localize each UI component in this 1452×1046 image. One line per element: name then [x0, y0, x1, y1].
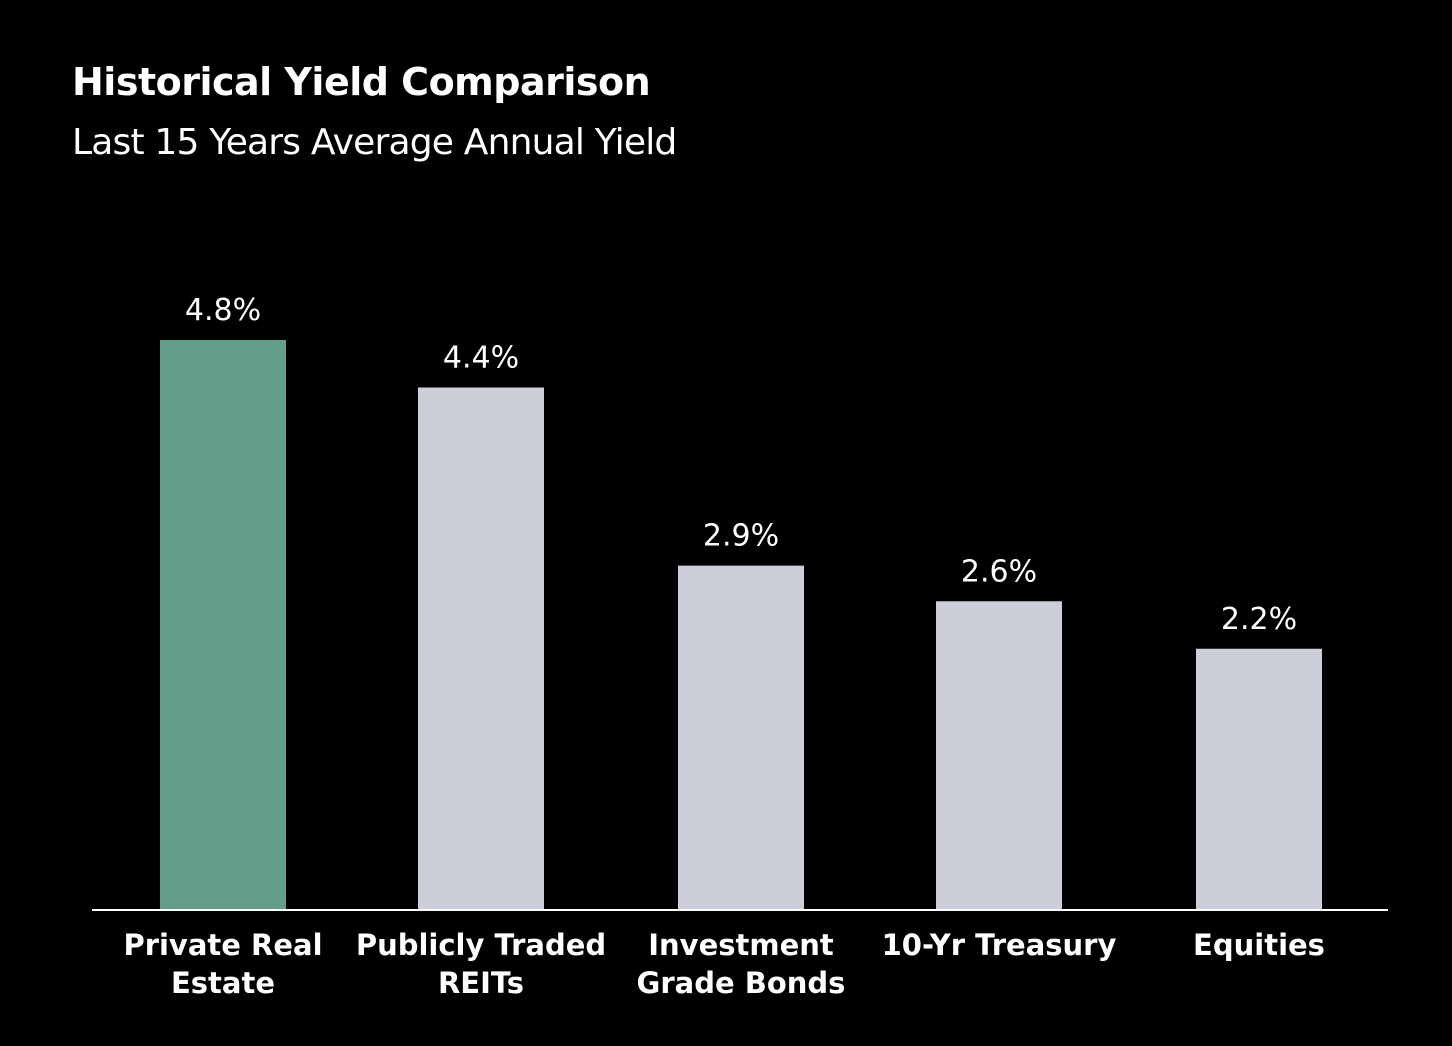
category-label-1-line-1: REITs: [438, 966, 524, 1000]
bar-4: [1196, 649, 1322, 910]
value-label-2: 2.9%: [703, 519, 779, 554]
bar-chart: 4.8%4.4%2.9%2.6%2.2% Private RealEstateP…: [0, 0, 1452, 1046]
bar-0: [160, 340, 286, 910]
value-label-0: 4.8%: [185, 293, 261, 328]
bars-group: [160, 340, 1322, 910]
bar-3: [936, 601, 1062, 910]
bar-1: [418, 388, 544, 911]
category-label-4-line-0: Equities: [1193, 928, 1325, 962]
category-label-2-line-0: Investment: [648, 928, 834, 962]
category-labels-group: Private Real Estate Publicly Traded REITs In…: [123, 928, 1325, 1000]
value-label-4: 2.2%: [1221, 602, 1297, 637]
category-label-2-line-1: Grade Bonds: [637, 966, 846, 1000]
category-label-0-line-1: Estate: [171, 966, 275, 1000]
value-label-1: 4.4%: [443, 341, 519, 376]
value-label-3: 2.6%: [961, 554, 1037, 589]
bar-2: [678, 566, 804, 910]
category-label-1-line-0: Publicly Traded: [356, 928, 606, 962]
category-label-0-line-0: Private Real: [123, 928, 322, 962]
category-label-3-line-0: 10-Yr Treasury: [882, 928, 1117, 962]
